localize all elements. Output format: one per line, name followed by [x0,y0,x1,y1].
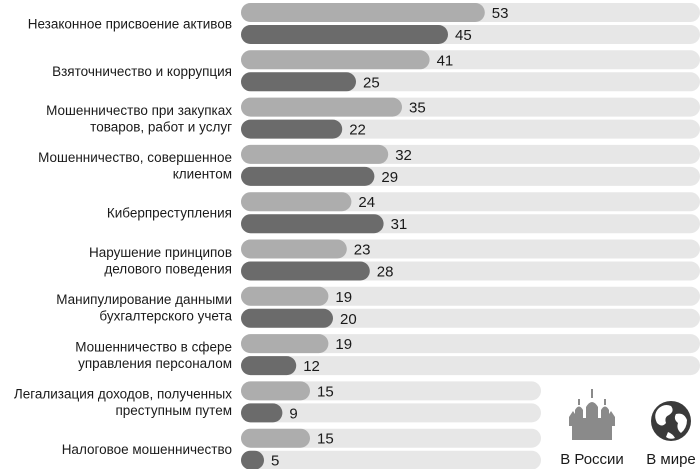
bar-russia [241,192,352,212]
bar-russia [241,97,402,117]
bar-world [241,403,283,423]
category-label: бухгалтерского учета [99,309,232,324]
bar-world [241,166,375,186]
category-label: Манипулирование данными [56,292,232,307]
category-label: Мошенничество при закупках [46,103,232,118]
value-label: 12 [303,358,320,375]
bar-russia [241,239,347,259]
category-label: Мошенничество, совершенное [38,150,232,165]
bar-track [241,286,700,306]
bar-track [241,239,700,259]
value-label: 53 [492,5,509,22]
value-label: 23 [354,242,371,259]
category-label: Нарушение принципов [89,245,232,260]
bar-track [241,356,700,376]
value-label: 15 [317,383,334,400]
category-label: управления персоналом [78,356,232,371]
category-label: Незаконное присвоение активов [28,17,232,32]
bar-track [241,119,700,139]
value-label: 29 [381,169,398,186]
category-label: товаров, работ и услуг [90,119,232,134]
bar-track [241,72,700,92]
bar-world [241,72,356,92]
value-label: 22 [349,122,366,139]
bar-track [241,192,700,212]
bar-track [241,403,541,423]
bar-world [241,119,343,139]
value-label: 35 [409,100,426,117]
bar-russia [241,334,329,354]
bar-track [241,450,541,469]
value-label: 28 [377,264,394,281]
bar-world [241,25,448,44]
bar-track [241,308,700,328]
bar-russia [241,286,329,306]
bar-track [241,381,541,401]
kremlin-icon [569,389,615,440]
bar-world [241,308,333,328]
bar-russia [241,144,389,164]
category-label: Налоговое мошенничество [62,442,232,457]
legend-label-world: В мире [646,451,696,468]
bars [241,3,485,469]
value-label: 15 [317,431,334,448]
bar-russia [241,428,310,448]
legend-russia: В России [560,389,624,468]
bar-russia [241,3,485,22]
value-label: 24 [358,194,375,211]
bar-russia [241,381,310,401]
value-label: 31 [391,216,408,233]
bar-track [241,334,700,354]
category-label: Легализация доходов, полученных [14,387,232,402]
bar-world [241,450,264,469]
category-label: Киберпреступления [107,206,232,221]
category-label: клиентом [173,167,232,182]
bar-track [241,428,541,448]
category-label: делового поведения [104,261,232,276]
value-label: 9 [289,405,297,422]
bar-world [241,214,384,234]
value-label: 5 [271,453,279,469]
legend-world: В мире [646,401,696,468]
bar-world [241,261,370,281]
value-label: 19 [335,336,352,353]
value-label: 25 [363,74,380,91]
bar-world [241,356,297,376]
legend-label-russia: В России [560,451,624,468]
value-label: 19 [335,289,352,306]
category-labels: Незаконное присвоение активов Взяточничес… [14,17,233,458]
category-label: Мошенничество в сфере [75,339,232,354]
value-label: 20 [340,311,357,328]
globe-icon [651,401,691,441]
value-label: 45 [455,27,472,44]
value-label: 32 [395,147,412,164]
value-label: 41 [437,52,454,69]
category-label: преступным путем [115,403,232,418]
bar-russia [241,50,430,70]
category-label: Взяточничество и коррупция [52,64,232,79]
